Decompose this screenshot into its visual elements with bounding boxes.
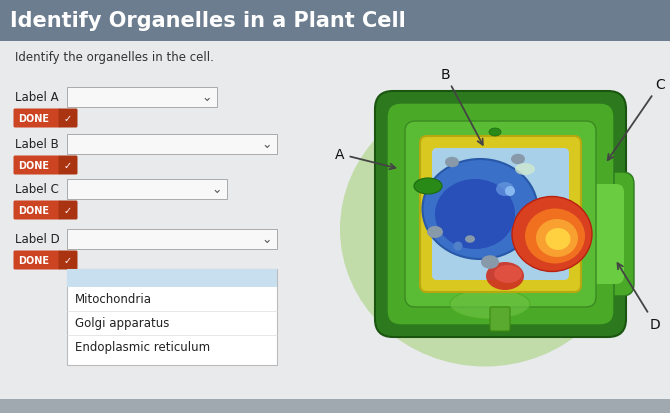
FancyBboxPatch shape xyxy=(570,173,634,296)
Text: ✓: ✓ xyxy=(64,206,72,216)
Circle shape xyxy=(454,242,462,251)
Ellipse shape xyxy=(489,129,501,137)
Ellipse shape xyxy=(465,236,475,243)
Text: Golgi apparatus: Golgi apparatus xyxy=(75,317,170,330)
FancyBboxPatch shape xyxy=(432,149,569,280)
Ellipse shape xyxy=(512,197,592,272)
Text: ⌄: ⌄ xyxy=(262,233,272,246)
FancyBboxPatch shape xyxy=(0,0,670,42)
FancyBboxPatch shape xyxy=(67,269,277,287)
Text: ⌄: ⌄ xyxy=(202,91,212,104)
FancyBboxPatch shape xyxy=(0,42,670,413)
Text: D: D xyxy=(618,263,661,331)
Text: DONE: DONE xyxy=(19,255,50,266)
Ellipse shape xyxy=(427,226,443,238)
Ellipse shape xyxy=(486,262,524,290)
Text: ⌄: ⌄ xyxy=(262,138,272,151)
Ellipse shape xyxy=(435,180,515,249)
Text: A: A xyxy=(335,147,395,170)
FancyBboxPatch shape xyxy=(13,251,60,270)
Ellipse shape xyxy=(423,159,537,259)
Text: B: B xyxy=(440,68,483,145)
FancyBboxPatch shape xyxy=(67,135,277,154)
Text: Identify Organelles in a Plant Cell: Identify Organelles in a Plant Cell xyxy=(10,11,406,31)
FancyBboxPatch shape xyxy=(490,307,510,331)
Ellipse shape xyxy=(494,266,522,283)
FancyBboxPatch shape xyxy=(0,399,670,413)
FancyBboxPatch shape xyxy=(67,230,277,249)
Ellipse shape xyxy=(414,178,442,195)
Ellipse shape xyxy=(496,183,514,197)
Ellipse shape xyxy=(445,157,459,168)
FancyBboxPatch shape xyxy=(67,88,217,108)
FancyBboxPatch shape xyxy=(420,137,581,292)
Ellipse shape xyxy=(525,209,585,264)
Ellipse shape xyxy=(481,256,499,269)
Text: Identify the organelles in the cell.: Identify the organelles in the cell. xyxy=(15,51,214,64)
Ellipse shape xyxy=(511,154,525,165)
FancyBboxPatch shape xyxy=(13,201,60,220)
Text: ✓: ✓ xyxy=(64,114,72,124)
FancyBboxPatch shape xyxy=(405,122,596,307)
FancyBboxPatch shape xyxy=(13,156,60,175)
Text: DONE: DONE xyxy=(19,161,50,171)
Text: ✓: ✓ xyxy=(64,161,72,171)
FancyBboxPatch shape xyxy=(58,251,78,270)
FancyBboxPatch shape xyxy=(580,185,624,284)
FancyBboxPatch shape xyxy=(67,180,227,199)
Ellipse shape xyxy=(340,92,630,367)
Ellipse shape xyxy=(450,289,530,319)
Text: ✓: ✓ xyxy=(64,255,72,266)
Ellipse shape xyxy=(545,228,570,250)
Text: Endoplasmic reticulum: Endoplasmic reticulum xyxy=(75,341,210,354)
Ellipse shape xyxy=(515,164,535,176)
FancyBboxPatch shape xyxy=(387,104,614,325)
Text: ⌄: ⌄ xyxy=(212,183,222,196)
FancyBboxPatch shape xyxy=(58,156,78,175)
Text: C: C xyxy=(608,78,665,161)
Text: DONE: DONE xyxy=(19,206,50,216)
Text: Label B: Label B xyxy=(15,138,59,151)
FancyBboxPatch shape xyxy=(13,109,60,128)
Text: Label C: Label C xyxy=(15,183,59,196)
Text: DONE: DONE xyxy=(19,114,50,124)
Text: Mitochondria: Mitochondria xyxy=(75,293,152,306)
FancyBboxPatch shape xyxy=(58,109,78,128)
FancyBboxPatch shape xyxy=(58,201,78,220)
Text: Label A: Label A xyxy=(15,91,59,104)
FancyBboxPatch shape xyxy=(375,92,626,337)
Text: Label D: Label D xyxy=(15,233,60,246)
FancyBboxPatch shape xyxy=(67,269,277,365)
Circle shape xyxy=(505,187,515,197)
Ellipse shape xyxy=(536,219,578,257)
